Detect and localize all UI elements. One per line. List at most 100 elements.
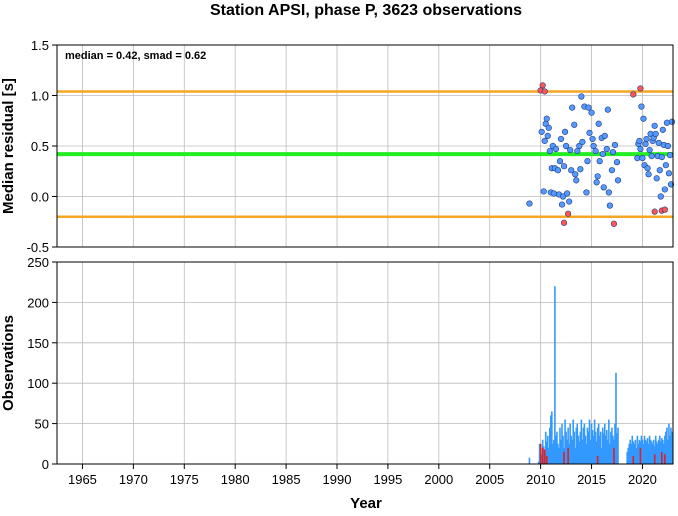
residual-y-tick-label: 1.0 — [31, 89, 49, 104]
chart-title: Station APSI, phase P, 3623 observations — [210, 2, 522, 19]
outlier-count-bar — [545, 455, 548, 464]
residual-point — [558, 201, 566, 208]
residual-point — [564, 190, 571, 197]
residual-point — [561, 128, 569, 135]
observation-count-bar — [636, 435, 639, 464]
observation-count-bar — [550, 415, 552, 464]
observation-count-bar — [637, 443, 640, 464]
outlier-count-bar — [541, 447, 544, 464]
observation-count-bar — [561, 423, 563, 464]
observation-count-bar — [667, 439, 669, 464]
observation-count-bar — [617, 427, 619, 464]
residual-point — [606, 202, 613, 209]
observation-count-bar — [578, 441, 581, 464]
year-tick-label: 1980 — [221, 472, 250, 487]
residual-point — [636, 137, 643, 145]
year-tick-label: 2000 — [424, 472, 453, 487]
residual-point — [655, 139, 662, 147]
residual-point — [585, 104, 592, 111]
observation-count-bar — [650, 441, 653, 464]
observation-count-bar — [633, 443, 636, 464]
residual-y-tick-label: -0.5 — [27, 240, 49, 255]
residual-point — [611, 141, 619, 149]
observation-count-bar — [666, 427, 668, 464]
observation-count-bar — [647, 443, 650, 464]
residual-point — [644, 165, 651, 172]
outlier-point — [541, 88, 548, 95]
residual-point — [567, 146, 574, 154]
observation-count-bar — [570, 435, 572, 464]
observation-count-bar — [595, 441, 598, 464]
residual-point — [571, 121, 578, 128]
residual-points — [526, 82, 676, 227]
observation-count-bar — [605, 435, 607, 464]
observation-count-bar — [657, 439, 660, 464]
residual-point — [658, 154, 665, 161]
observation-count-bar — [632, 441, 635, 464]
observations-panel: 0 50 100 150 200 250 1965 1970 1975 1980 1985 1990… — [0, 255, 674, 512]
residual-point — [667, 181, 675, 188]
observation-count-bar — [549, 427, 551, 464]
residual-point — [560, 163, 568, 170]
observation-count-bar — [566, 439, 568, 464]
observation-count-bar — [654, 435, 657, 464]
observation-count-bar — [553, 439, 555, 464]
observation-count-bar — [668, 423, 670, 464]
residual-point — [648, 153, 655, 160]
residual-point — [639, 155, 646, 162]
observations-y-tick-label: 50 — [35, 417, 49, 432]
residual-point — [651, 122, 658, 129]
residual-y-tick-label: 0.5 — [31, 139, 49, 154]
observation-count-bar — [540, 454, 543, 464]
observation-count-bar — [547, 447, 550, 464]
outlier-point — [539, 82, 546, 89]
observations-y-tick-label: 150 — [27, 336, 49, 351]
residual-point — [562, 142, 570, 150]
residual-point — [526, 200, 533, 207]
observation-count-bar — [542, 446, 545, 464]
residual-point — [569, 104, 576, 111]
residual-point — [665, 170, 673, 177]
observation-count-bar — [671, 431, 673, 464]
reference-lines — [57, 90, 673, 218]
observation-count-bar — [614, 423, 616, 464]
residual-point — [643, 135, 650, 143]
residual-point — [559, 193, 567, 200]
observation-count-bar — [609, 443, 611, 464]
residual-point — [588, 109, 595, 116]
residual-y-tick-label: 1.5 — [31, 38, 49, 53]
year-tick-label: 2010 — [526, 472, 555, 487]
residual-point — [601, 132, 608, 139]
observation-count-bar — [583, 423, 586, 464]
residual-point — [541, 137, 548, 145]
residual-point — [600, 184, 607, 191]
residual-point — [596, 158, 603, 165]
year-tick-label: 1970 — [119, 472, 148, 487]
residual-point — [586, 129, 593, 136]
residual-point — [543, 115, 550, 122]
residual-point — [666, 151, 674, 159]
residual-point — [646, 146, 653, 154]
observation-count-bar — [602, 433, 605, 464]
observation-count-bar — [662, 439, 664, 464]
observation-count-bar — [564, 419, 566, 464]
observation-count-bar — [571, 439, 573, 464]
outlier-count-bar — [539, 443, 542, 464]
year-tick-label: 2005 — [475, 472, 504, 487]
residual-panel: -0.5 0.0 0.5 1.0 1.5 median = 0.42, smad = 0… — [0, 38, 676, 255]
observation-count-bar — [579, 431, 582, 464]
observation-count-bar — [596, 427, 599, 464]
observation-count-bar — [581, 439, 584, 464]
residual-point — [546, 147, 553, 155]
residual-point — [589, 135, 596, 143]
observation-bars — [528, 286, 673, 464]
observation-count-bar — [558, 447, 560, 464]
residual-point — [593, 179, 600, 186]
observation-count-bar — [655, 441, 658, 464]
observation-count-bar — [597, 423, 600, 464]
residual-point — [668, 118, 676, 125]
observation-count-bar — [577, 435, 580, 464]
residual-point — [659, 126, 666, 133]
observation-count-bar — [606, 430, 608, 464]
residual-point — [538, 128, 545, 135]
